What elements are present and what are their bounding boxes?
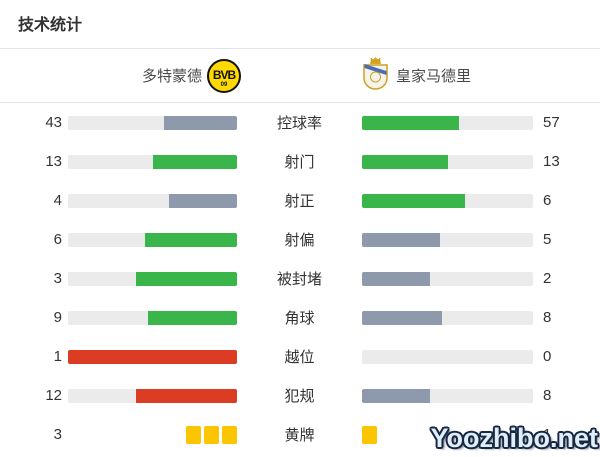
away-value: 8 xyxy=(543,309,552,326)
yellow-card-icon xyxy=(204,425,219,444)
stat-row: 13 射门 13 xyxy=(0,142,600,181)
away-bar-track xyxy=(362,271,533,286)
stat-label: 射正 xyxy=(284,193,315,210)
stat-row: 4 射正 6 xyxy=(0,181,600,220)
away-bar-track xyxy=(362,193,533,208)
stat-label: 被封堵 xyxy=(276,271,322,288)
stat-row: 6 射偏 5 xyxy=(0,220,600,259)
yellow-card-icon xyxy=(186,425,201,444)
home-bar-track xyxy=(68,349,237,364)
away-bar-fill xyxy=(362,115,460,130)
home-yellow-cards xyxy=(68,425,237,444)
stat-label: 犯规 xyxy=(284,388,315,405)
away-bar-fill xyxy=(362,232,440,247)
stat-label: 越位 xyxy=(284,349,315,366)
away-bar-fill xyxy=(362,193,465,208)
yellow-card-icon xyxy=(362,425,377,444)
home-bar-fill xyxy=(169,193,237,208)
yellow-card-icon xyxy=(222,425,237,444)
home-bar-track xyxy=(68,310,237,325)
home-bar-fill xyxy=(164,115,237,130)
home-bar-track xyxy=(68,388,237,403)
away-value: 2 xyxy=(543,270,552,287)
watermark: Yoozhibo.net xyxy=(430,423,598,453)
away-bar-track xyxy=(362,154,533,169)
page-title: 技术统计 xyxy=(18,17,83,34)
home-bar-fill xyxy=(135,388,237,403)
home-value: 43 xyxy=(45,114,62,131)
home-bar-fill xyxy=(135,271,237,286)
stat-row: 12 犯规 8 xyxy=(0,376,600,415)
away-value: 1 xyxy=(543,426,552,443)
home-value: 4 xyxy=(53,192,62,209)
home-bar-track xyxy=(68,154,237,169)
home-bar-fill xyxy=(147,310,237,325)
stat-row: 9 角球 8 xyxy=(0,298,600,337)
bvb-logo-icon: BVB 09 xyxy=(207,58,241,93)
stat-label: 射偏 xyxy=(284,232,315,249)
real-madrid-crest-icon xyxy=(362,56,389,95)
away-bar-track xyxy=(362,388,533,403)
away-value: 6 xyxy=(543,192,552,209)
stat-row: 1 越位 0 xyxy=(0,337,600,376)
home-bar-track xyxy=(68,193,237,208)
bvb-logo-text: BVB xyxy=(212,67,236,82)
away-bar-fill xyxy=(362,271,431,286)
stat-row: 3 被封堵 2 xyxy=(0,259,600,298)
home-bar-track xyxy=(68,115,237,130)
team-header: 多特蒙德 BVB 09 皇家马德里 xyxy=(0,48,600,103)
home-value: 1 xyxy=(53,348,62,365)
away-bar-fill xyxy=(362,310,443,325)
team-name-home: 多特蒙德 xyxy=(141,68,202,85)
home-value: 3 xyxy=(53,426,62,443)
home-bar-fill xyxy=(144,232,237,247)
away-value: 13 xyxy=(543,153,560,170)
home-bar-fill xyxy=(152,154,237,169)
away-yellow-cards xyxy=(362,425,533,444)
team-home: 多特蒙德 BVB 09 xyxy=(141,58,241,93)
away-value: 57 xyxy=(543,114,560,131)
home-value: 13 xyxy=(45,153,62,170)
away-value: 5 xyxy=(543,231,552,248)
away-bar-track xyxy=(362,349,533,364)
home-value: 3 xyxy=(53,270,62,287)
away-bar-track xyxy=(362,232,533,247)
away-bar-track xyxy=(362,115,533,130)
team-name-away: 皇家马德里 xyxy=(396,68,472,85)
stat-label: 角球 xyxy=(284,310,315,327)
home-bar-fill xyxy=(68,349,237,364)
stat-label: 控球率 xyxy=(276,115,322,132)
stats-rows: 43 控球率 57 13 射门 13 4 射正 6 6 射偏 5 3 被封堵 2 9 角球 8 1 越位 0 12 犯规 8 3… xyxy=(0,103,600,454)
away-bar-fill xyxy=(362,388,431,403)
stat-row: 3 黄牌 1 xyxy=(0,415,600,454)
home-value: 6 xyxy=(53,231,62,248)
stat-row: 43 控球率 57 xyxy=(0,103,600,142)
away-bar-fill xyxy=(362,154,448,169)
away-bar-track xyxy=(362,310,533,325)
away-value: 8 xyxy=(543,387,552,404)
home-value: 9 xyxy=(53,309,62,326)
bvb-logo-sub: 09 xyxy=(220,81,228,88)
stat-label: 射门 xyxy=(284,154,315,171)
team-away: 皇家马德里 xyxy=(362,56,472,95)
stat-label: 黄牌 xyxy=(284,427,315,444)
away-value: 0 xyxy=(543,348,552,365)
home-bar-track xyxy=(68,232,237,247)
home-value: 12 xyxy=(45,387,62,404)
home-bar-track xyxy=(68,271,237,286)
